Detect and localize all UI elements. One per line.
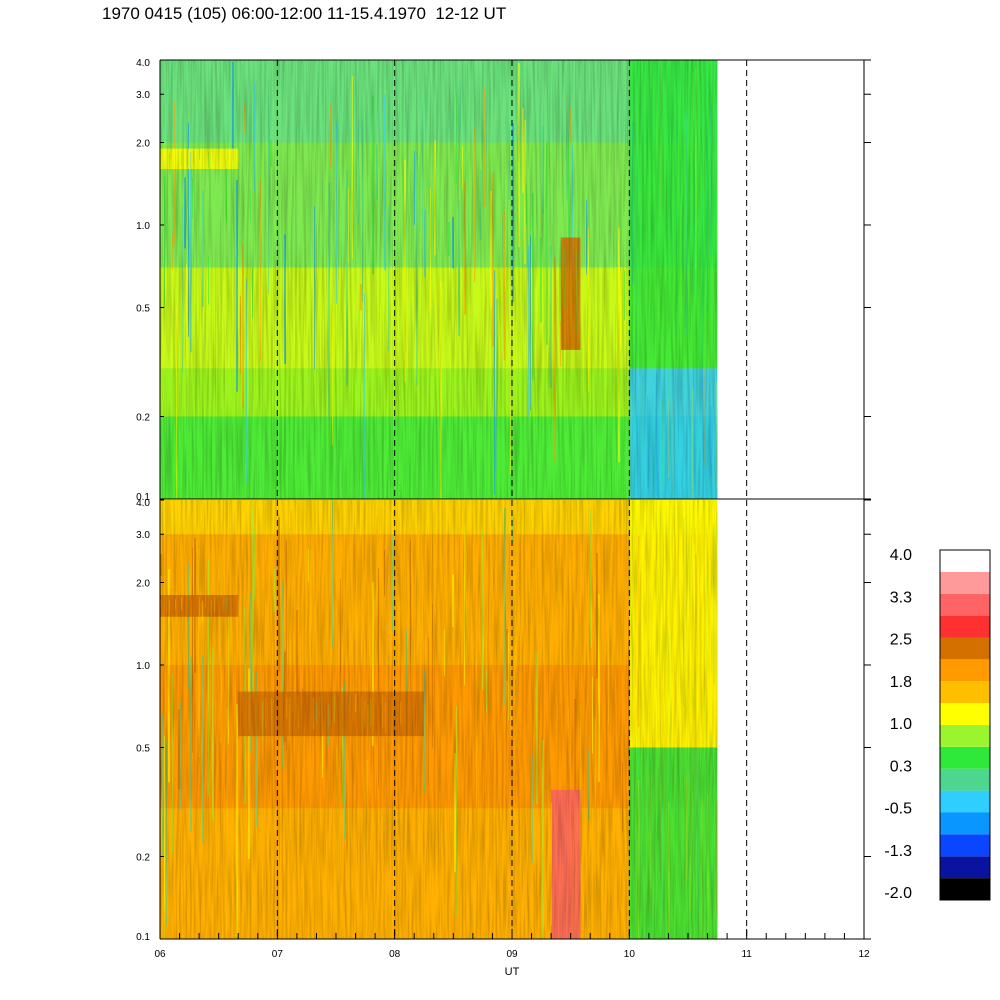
y-tick-label: 0.5: [136, 743, 150, 754]
colorbar-label: 3.3: [890, 589, 912, 606]
top-heatmap: [160, 60, 718, 499]
colorbar-label: 4.0: [890, 547, 912, 564]
y-tick-label: 0.2: [136, 413, 150, 424]
colorbar-band: [940, 725, 990, 747]
x-tick-label: 06: [154, 949, 166, 960]
colorbar-frame: [939, 549, 991, 901]
bottom-y-axis: 4.0 3.0 2.0 1.0 0.5 0.2 0.1: [136, 498, 871, 943]
x-tick-label: 08: [389, 949, 401, 960]
colorbar-band: [940, 637, 990, 660]
y-tick-label: 4.0: [136, 58, 150, 69]
x-axis-title: UT: [505, 966, 520, 978]
x-tick-label: 10: [624, 949, 636, 960]
y-tick-label: 0.1: [136, 492, 150, 503]
x-tick-label: 07: [272, 949, 284, 960]
y-tick-label: 1.0: [136, 221, 150, 232]
colorbar: 4.0 3.3 2.5 1.8 1.0 0.3 -0.5 -1.3 -2.0: [884, 547, 991, 902]
top-panel: [160, 60, 718, 499]
colorbar-band: [940, 681, 990, 704]
y-tick-label: 0.5: [136, 303, 150, 314]
colorbar-band: [940, 878, 990, 900]
y-tick-label: 2.0: [136, 578, 150, 589]
y-tick-label: 3.0: [136, 90, 150, 101]
colorbar-label: -1.3: [884, 843, 912, 860]
heatmap-noise: [160, 500, 718, 939]
colorbar-band: [940, 856, 990, 879]
colorbar-label: 2.5: [890, 632, 912, 649]
colorbar-band: [940, 550, 990, 572]
colorbar-label: -2.0: [884, 885, 912, 902]
page-title: 1970 0415 (105) 06:00-12:00 11-15.4.1970…: [102, 4, 507, 23]
y-tick-label: 3.0: [136, 530, 150, 541]
colorbar-band: [940, 790, 990, 813]
heatmap-noise: [160, 60, 718, 499]
y-tick-label: 4.0: [136, 498, 150, 509]
colorbar-label: 1.0: [890, 716, 912, 733]
colorbar-band: [940, 703, 990, 725]
colorbar-band: [940, 768, 990, 791]
colorbar-band: [940, 834, 990, 857]
bottom-heatmap: [160, 500, 718, 939]
colorbar-band: [940, 571, 990, 594]
colorbar-label: 0.3: [890, 758, 912, 775]
colorbar-band: [940, 746, 990, 769]
colorbar-band: [940, 593, 990, 616]
colorbar-band: [940, 615, 990, 638]
y-tick-label: 2.0: [136, 138, 150, 149]
colorbar-label: -0.5: [884, 801, 912, 818]
x-axis: 06 07 08 09 10 11 12: [154, 929, 870, 960]
colorbar-band: [940, 659, 990, 682]
bottom-panel: [160, 500, 718, 939]
hour-dashed-lines: [276, 60, 748, 939]
colorbar-band: [940, 812, 990, 835]
x-tick-label: 09: [506, 949, 518, 960]
x-tick-label: 12: [858, 949, 870, 960]
top-y-axis: 4.0 3.0 2.0 1.0 0.5 0.2 0.1: [136, 58, 871, 503]
colorbar-label: 1.8: [890, 674, 912, 691]
y-tick-label: 1.0: [136, 661, 150, 672]
x-tick-label: 11: [741, 949, 752, 960]
y-tick-label: 0.1: [136, 932, 150, 943]
y-tick-label: 0.2: [136, 853, 150, 864]
